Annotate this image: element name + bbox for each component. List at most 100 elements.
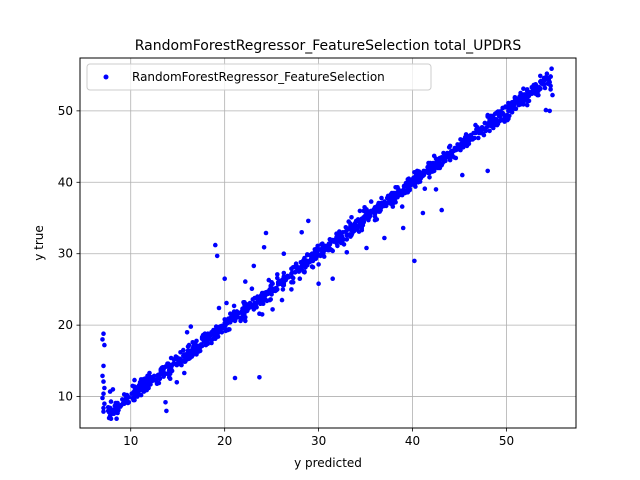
scatter-point <box>251 263 257 269</box>
scatter-point <box>429 165 434 171</box>
scatter-point <box>321 248 327 254</box>
scatter-point <box>461 137 466 143</box>
scatter-point <box>223 328 228 334</box>
scatter-point <box>427 175 432 180</box>
scatter-point <box>479 127 485 132</box>
scatter-point <box>181 347 186 353</box>
scatter-point <box>108 399 114 404</box>
scatter-point <box>220 325 226 331</box>
legend: RandomForestRegressor_FeatureSelection <box>86 63 432 91</box>
scatter-point <box>138 392 144 398</box>
scatter-point <box>105 405 111 410</box>
scatter-point <box>334 236 339 241</box>
scatter-point <box>390 197 396 203</box>
scatter-point <box>391 190 397 196</box>
scatter-point <box>375 202 381 208</box>
scatter-point <box>148 382 153 387</box>
scatter-point <box>205 341 211 347</box>
scatter-point <box>484 125 490 130</box>
scatter-point <box>216 305 222 311</box>
scatter-point <box>383 203 389 209</box>
scatter-point <box>160 367 165 373</box>
scatter-point <box>215 330 221 335</box>
scatter-point <box>231 303 237 309</box>
scatter-point <box>280 287 286 292</box>
scatter-point <box>174 355 180 360</box>
scatter-point <box>495 109 501 114</box>
scatter-point <box>547 108 552 114</box>
scatter-point <box>236 310 242 316</box>
scatter-point <box>408 182 414 188</box>
y-tick-label: 10 <box>58 390 73 404</box>
legend-label: RandomForestRegressor_FeatureSelection <box>132 70 385 84</box>
y-tick-label: 50 <box>58 104 73 118</box>
scatter-point <box>306 218 311 224</box>
scatter-point <box>316 262 321 267</box>
scatter-point <box>371 210 377 215</box>
scatter-point <box>275 275 280 281</box>
scatter-point <box>196 346 201 352</box>
scatter-point <box>521 86 526 91</box>
scatter-point <box>130 395 135 401</box>
scatter-point <box>487 128 492 134</box>
x-tick-label: 50 <box>499 434 514 448</box>
scatter-point <box>228 311 233 317</box>
scatter-point <box>499 117 505 123</box>
scatter-point <box>259 299 265 304</box>
scatter-point <box>181 353 186 359</box>
scatter-point <box>226 316 231 322</box>
scatter-point <box>227 327 232 332</box>
scatter-point <box>455 147 460 152</box>
scatter-point <box>518 99 523 104</box>
scatter-point <box>464 139 470 144</box>
scatter-point <box>506 108 511 114</box>
scatter-point <box>507 113 512 119</box>
scatter-point <box>541 82 547 87</box>
scatter-point <box>401 184 407 189</box>
scatter-point <box>102 342 107 348</box>
scatter-point <box>299 230 305 235</box>
scatter-point <box>353 219 359 224</box>
scatter-point <box>543 107 549 113</box>
scatter-point <box>114 416 119 422</box>
scatter-point <box>294 268 300 274</box>
scatter-point <box>317 247 322 252</box>
y-tick-label: 20 <box>58 318 73 332</box>
scatter-point <box>100 395 105 401</box>
scatter-point <box>102 401 107 407</box>
scatter-point <box>330 276 336 282</box>
scatter-point <box>243 318 248 324</box>
scatter-point <box>281 251 287 256</box>
scatter-point <box>174 362 180 368</box>
scatter-point <box>477 130 483 136</box>
scatter-point <box>281 270 287 276</box>
scatter-point <box>316 281 321 287</box>
scatter-point <box>305 252 310 257</box>
scatter-point <box>168 365 174 370</box>
scatter-point <box>441 150 446 156</box>
scatter-point <box>314 252 320 258</box>
scatter-point <box>327 246 333 251</box>
scatter-point <box>390 204 396 209</box>
scatter-point <box>203 337 209 342</box>
scatter-point <box>442 155 447 160</box>
scatter-point <box>422 186 428 191</box>
scatter-point <box>485 168 491 174</box>
scatter-point <box>222 276 227 282</box>
scatter-point <box>265 291 271 297</box>
scatter-point <box>232 318 238 324</box>
scatter-point <box>186 352 192 358</box>
scatter-point <box>357 208 363 214</box>
scatter-point <box>259 312 265 317</box>
scatter-point <box>394 194 399 199</box>
scatter-point <box>507 102 513 108</box>
scatter-point <box>421 168 427 174</box>
chart-title: RandomForestRegressor_FeatureSelection t… <box>135 38 522 54</box>
scatter-point <box>213 336 218 342</box>
scatter-point <box>531 82 536 88</box>
scatter-point <box>182 370 187 376</box>
scatter-point <box>289 271 294 277</box>
scatter-point <box>290 280 296 285</box>
scatter-point <box>541 78 547 84</box>
scatter-point <box>382 199 387 204</box>
